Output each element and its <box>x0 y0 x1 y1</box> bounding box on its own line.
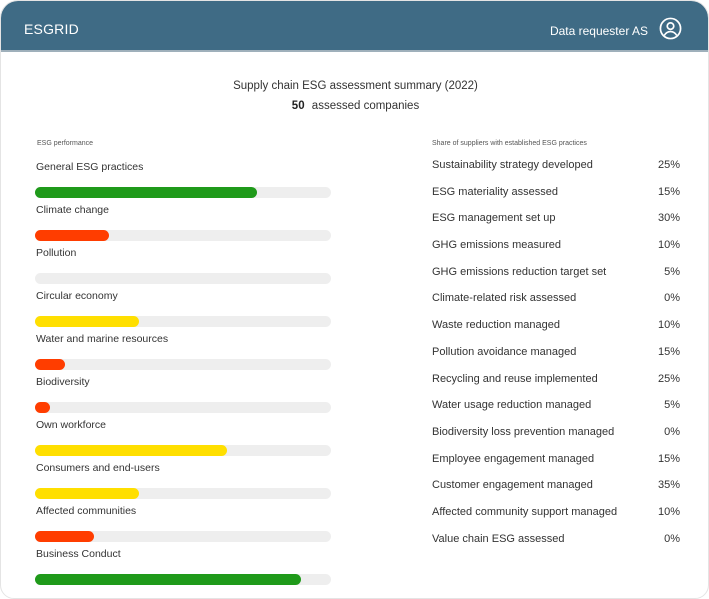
practice-label: ESG materiality assessed <box>432 185 558 198</box>
practice-row: Pollution avoidance managed 15% <box>432 343 682 370</box>
practice-row: Waste reduction managed 10% <box>432 316 682 343</box>
practice-label: Sustainability strategy developed <box>432 159 593 171</box>
performance-row: Circular economy <box>35 287 333 330</box>
progress-fill <box>35 574 302 585</box>
practice-row: Customer engagement managed 35% <box>432 476 682 503</box>
practice-label: Affected community support managed <box>432 505 618 518</box>
practice-share: 25% <box>657 372 680 385</box>
assessed-companies: 50 assessed companies <box>1 100 708 112</box>
user-circle-icon[interactable] <box>659 17 682 43</box>
progress-track <box>35 488 331 499</box>
practice-share: 10% <box>657 505 680 518</box>
practice-share: 15% <box>657 452 680 465</box>
practice-label: Climate-related risk assessed <box>432 292 577 305</box>
practice-row: Biodiversity loss prevention managed 0% <box>432 423 682 450</box>
practice-label: Customer engagement managed <box>432 479 593 492</box>
practice-share: 5% <box>664 399 680 412</box>
practice-share: 5% <box>664 265 680 278</box>
company-count: 50 <box>291 100 305 112</box>
practice-share: 35% <box>657 479 680 492</box>
performance-row: Biodiversity <box>35 373 333 416</box>
performance-label: Biodiversity <box>36 376 90 388</box>
progress-track <box>35 187 331 198</box>
performance-label: Own workforce <box>36 419 107 431</box>
progress-fill <box>35 531 95 542</box>
progress-track <box>35 359 331 370</box>
progress-track <box>35 402 331 413</box>
user-name: Data requester AS <box>549 24 648 38</box>
practice-row: Recycling and reuse implemented 25% <box>432 370 682 397</box>
practice-share: 10% <box>657 239 680 252</box>
performance-label: Consumers and end-users <box>36 462 160 474</box>
practice-label: Water usage reduction managed <box>432 399 592 412</box>
progress-track <box>35 531 331 542</box>
practice-share: 15% <box>657 345 680 358</box>
top-bar: ESGRID Data requester AS <box>1 1 708 52</box>
practice-label: Pollution avoidance managed <box>432 345 577 358</box>
performance-row: Affected communities <box>35 502 333 545</box>
progress-track <box>35 574 331 585</box>
progress-track <box>35 445 331 456</box>
practice-row: GHG emissions measured 10% <box>432 236 682 263</box>
performance-label: Affected communities <box>36 505 137 517</box>
practice-label: GHG emissions measured <box>432 239 561 252</box>
practice-row: ESG materiality assessed 15% <box>432 183 682 210</box>
performance-label: Business Conduct <box>36 548 121 560</box>
practices-heading: Share of suppliers with established ESG … <box>432 140 587 147</box>
progress-fill <box>35 316 139 327</box>
practice-row: Sustainability strategy developed 25% <box>432 156 682 183</box>
practice-share: 0% <box>664 292 680 305</box>
user-menu[interactable]: Data requester AS <box>550 17 682 43</box>
practice-share: 0% <box>664 425 680 438</box>
practice-row: Affected community support managed 10% <box>432 503 682 530</box>
practice-label: Recycling and reuse implemented <box>432 372 598 385</box>
performance-label: General ESG practices <box>36 161 144 173</box>
summary-title: Supply chain ESG assessment summary (202… <box>233 80 478 92</box>
practices-list: Sustainability strategy developed 25% ESG … <box>432 156 682 556</box>
practice-label: ESG management set up <box>432 212 556 225</box>
progress-track <box>35 273 331 284</box>
practice-row: GHG emissions reduction target set 5% <box>432 263 682 290</box>
performance-row: Water and marine resources <box>35 330 333 373</box>
performance-row: Own workforce <box>35 416 333 459</box>
progress-track <box>35 316 331 327</box>
performance-label: Circular economy <box>36 290 118 302</box>
practice-label: GHG emissions reduction target set <box>432 265 607 278</box>
practice-row: Employee engagement managed 15% <box>432 450 682 477</box>
practice-share: 0% <box>664 532 680 545</box>
practice-label: Value chain ESG assessed <box>432 532 565 545</box>
practice-label: Waste reduction managed <box>432 319 560 332</box>
performance-label: Water and marine resources <box>36 333 169 345</box>
practice-label: Employee engagement managed <box>432 452 595 465</box>
practice-share: 15% <box>657 185 680 198</box>
practice-share: 30% <box>657 212 680 225</box>
practice-share: 25% <box>657 159 680 171</box>
progress-fill <box>35 230 109 241</box>
practice-row: Value chain ESG assessed 0% <box>432 530 682 557</box>
practice-share: 10% <box>657 319 680 332</box>
brand-logo[interactable]: ESGRID <box>24 21 79 37</box>
performance-label: Climate change <box>36 204 109 216</box>
performance-row: Business Conduct <box>35 545 333 588</box>
performance-row: General ESG practices <box>35 158 333 201</box>
performance-row: Climate change <box>35 201 333 244</box>
practice-row: ESG management set up 30% <box>432 209 682 236</box>
esg-performance-list: General ESG practices Climate change Pollu… <box>35 158 333 588</box>
practice-row: Water usage reduction managed 5% <box>432 396 682 423</box>
progress-fill <box>35 488 139 499</box>
esg-performance-heading: ESG performance <box>37 140 94 147</box>
performance-row: Pollution <box>35 244 333 287</box>
performance-label: Pollution <box>36 247 77 259</box>
company-count-label: assessed companies <box>311 100 420 112</box>
practice-label: Biodiversity loss prevention managed <box>432 425 615 438</box>
progress-fill <box>35 402 50 413</box>
progress-fill <box>35 359 65 370</box>
practice-row: Climate-related risk assessed 0% <box>432 289 682 316</box>
progress-track <box>35 230 331 241</box>
performance-row: Consumers and end-users <box>35 459 333 502</box>
progress-fill <box>35 445 228 456</box>
progress-fill <box>35 187 257 198</box>
